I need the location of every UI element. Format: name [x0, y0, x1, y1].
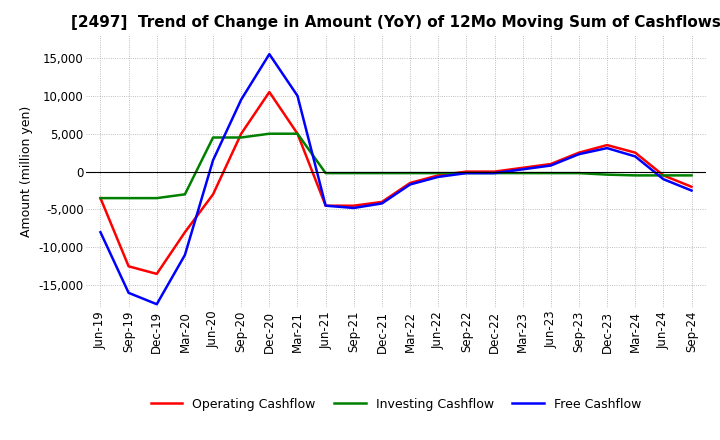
- Operating Cashflow: [490, 169, 499, 174]
- Investing Cashflow: [125, 195, 133, 201]
- Investing Cashflow: [321, 170, 330, 176]
- Title: [2497]  Trend of Change in Amount (YoY) of 12Mo Moving Sum of Cashflows: [2497] Trend of Change in Amount (YoY) o…: [71, 15, 720, 30]
- Operating Cashflow: [181, 230, 189, 235]
- Free Cashflow: [659, 176, 667, 182]
- Free Cashflow: [293, 93, 302, 99]
- Free Cashflow: [462, 170, 471, 176]
- Line: Operating Cashflow: Operating Cashflow: [101, 92, 691, 274]
- Operating Cashflow: [321, 203, 330, 209]
- Investing Cashflow: [96, 195, 105, 201]
- Investing Cashflow: [237, 135, 246, 140]
- Investing Cashflow: [209, 135, 217, 140]
- Free Cashflow: [631, 154, 639, 159]
- Free Cashflow: [603, 146, 611, 151]
- Line: Free Cashflow: Free Cashflow: [101, 54, 691, 304]
- Free Cashflow: [575, 151, 583, 157]
- Investing Cashflow: [575, 170, 583, 176]
- Operating Cashflow: [546, 161, 555, 167]
- Line: Investing Cashflow: Investing Cashflow: [101, 134, 691, 198]
- Free Cashflow: [406, 182, 415, 187]
- Operating Cashflow: [434, 173, 443, 178]
- Free Cashflow: [209, 158, 217, 163]
- Free Cashflow: [434, 174, 443, 180]
- Investing Cashflow: [631, 173, 639, 178]
- Free Cashflow: [349, 205, 358, 211]
- Operating Cashflow: [349, 203, 358, 209]
- Operating Cashflow: [153, 271, 161, 276]
- Investing Cashflow: [293, 131, 302, 136]
- Investing Cashflow: [462, 170, 471, 176]
- Investing Cashflow: [181, 192, 189, 197]
- Investing Cashflow: [153, 195, 161, 201]
- Free Cashflow: [125, 290, 133, 296]
- Operating Cashflow: [659, 173, 667, 178]
- Free Cashflow: [321, 203, 330, 209]
- Operating Cashflow: [377, 199, 386, 205]
- Investing Cashflow: [687, 173, 696, 178]
- Free Cashflow: [518, 167, 527, 172]
- Operating Cashflow: [125, 264, 133, 269]
- Operating Cashflow: [687, 184, 696, 189]
- Legend: Operating Cashflow, Investing Cashflow, Free Cashflow: Operating Cashflow, Investing Cashflow, …: [146, 393, 646, 416]
- Operating Cashflow: [96, 195, 105, 201]
- Operating Cashflow: [209, 192, 217, 197]
- Free Cashflow: [377, 201, 386, 206]
- Investing Cashflow: [490, 170, 499, 176]
- Free Cashflow: [153, 301, 161, 307]
- Operating Cashflow: [575, 150, 583, 155]
- Free Cashflow: [546, 163, 555, 168]
- Free Cashflow: [237, 97, 246, 102]
- Investing Cashflow: [377, 170, 386, 176]
- Operating Cashflow: [603, 143, 611, 148]
- Investing Cashflow: [659, 173, 667, 178]
- Investing Cashflow: [603, 172, 611, 177]
- Free Cashflow: [96, 230, 105, 235]
- Operating Cashflow: [462, 169, 471, 174]
- Free Cashflow: [265, 51, 274, 57]
- Investing Cashflow: [406, 170, 415, 176]
- Operating Cashflow: [265, 89, 274, 95]
- Investing Cashflow: [546, 170, 555, 176]
- Operating Cashflow: [406, 180, 415, 186]
- Y-axis label: Amount (million yen): Amount (million yen): [20, 106, 33, 237]
- Investing Cashflow: [434, 170, 443, 176]
- Investing Cashflow: [349, 170, 358, 176]
- Operating Cashflow: [518, 165, 527, 170]
- Free Cashflow: [181, 252, 189, 257]
- Investing Cashflow: [518, 170, 527, 176]
- Free Cashflow: [687, 188, 696, 193]
- Operating Cashflow: [631, 150, 639, 155]
- Investing Cashflow: [265, 131, 274, 136]
- Free Cashflow: [490, 170, 499, 176]
- Operating Cashflow: [237, 131, 246, 136]
- Operating Cashflow: [293, 131, 302, 136]
